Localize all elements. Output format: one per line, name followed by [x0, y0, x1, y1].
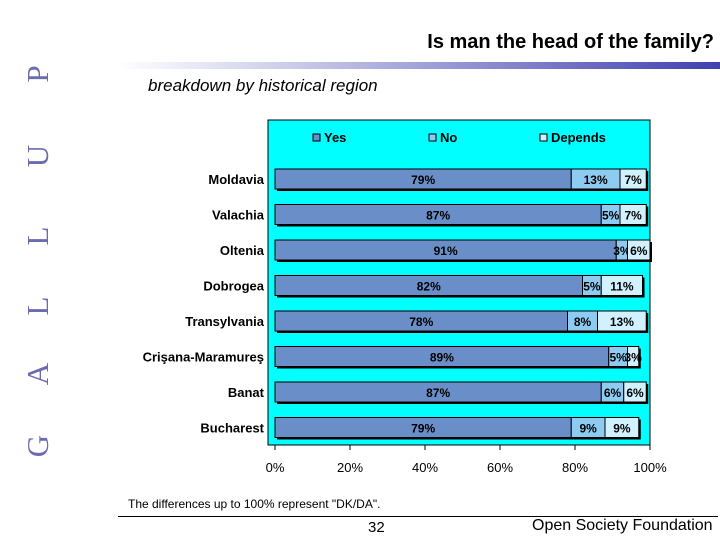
- category-label: Transylvania: [185, 314, 265, 329]
- category-label: Moldavia: [208, 172, 264, 187]
- data-label-yes: 87%: [426, 386, 450, 400]
- data-label-no: 8%: [574, 315, 592, 329]
- category-label: Oltenia: [220, 243, 265, 258]
- footer-rule: [118, 516, 718, 517]
- data-label-yes: 78%: [409, 315, 433, 329]
- category-label: Bucharest: [200, 421, 264, 436]
- data-label-yes: 87%: [426, 209, 450, 223]
- data-label-yes: 89%: [430, 351, 454, 365]
- data-label-yes: 79%: [411, 173, 435, 187]
- x-tick-label: 60%: [487, 460, 513, 475]
- bar-depends: [600, 275, 643, 296]
- legend-label-depends: Depends: [551, 130, 606, 145]
- footnote: The differences up to 100% represent "DK…: [128, 497, 381, 511]
- organization-name: Open Society Foundation: [532, 517, 713, 534]
- title-rule: [118, 62, 720, 69]
- data-label-yes: 91%: [434, 244, 458, 258]
- legend-label-yes: Yes: [324, 130, 346, 145]
- category-label: Valachia: [212, 208, 265, 223]
- category-label: Crişana-Maramureş: [143, 350, 264, 365]
- x-tick-label: 80%: [562, 460, 588, 475]
- data-label-no: 13%: [584, 173, 608, 187]
- data-label-depends: 3%: [624, 351, 642, 365]
- data-label-depends: 6%: [630, 244, 648, 258]
- page-subtitle: breakdown by historical region: [148, 76, 378, 95]
- data-label-yes: 79%: [411, 422, 435, 436]
- bar-depends: [619, 204, 647, 225]
- data-label-yes: 82%: [417, 280, 441, 294]
- bar-depends: [623, 381, 647, 403]
- category-label: Banat: [228, 385, 265, 400]
- data-label-no: 9%: [579, 422, 597, 436]
- data-label-depends: 7%: [624, 173, 642, 187]
- bar-depends: [627, 346, 640, 367]
- page-title: Is man the head of the family?: [427, 31, 714, 53]
- x-tick-label: 20%: [337, 460, 363, 475]
- data-label-no: 5%: [583, 280, 601, 294]
- data-label-depends: 9%: [613, 422, 631, 436]
- legend-swatch-no: [428, 133, 437, 142]
- data-label-depends: 13%: [610, 315, 634, 329]
- x-tick-label: 100%: [633, 460, 667, 475]
- bar-depends: [627, 239, 651, 261]
- data-label-no: 5%: [602, 209, 620, 223]
- data-label-depends: 6%: [626, 386, 644, 400]
- legend-swatch-depends: [539, 133, 548, 142]
- data-label-no: 5%: [609, 351, 627, 365]
- bar-depends: [604, 417, 640, 438]
- x-tick-label: 0%: [266, 460, 285, 475]
- bar-depends: [619, 168, 647, 190]
- legend-swatch-yes: [312, 133, 321, 142]
- bar-depends: [597, 310, 647, 332]
- data-label-no: 3%: [613, 244, 631, 258]
- x-tick-label: 40%: [412, 460, 438, 475]
- legend-label-no: No: [440, 130, 457, 145]
- data-label-no: 6%: [604, 386, 622, 400]
- category-label: Dobrogea: [203, 279, 264, 294]
- page-number: 32: [368, 519, 385, 536]
- data-label-depends: 11%: [610, 280, 634, 294]
- data-label-depends: 7%: [624, 209, 642, 223]
